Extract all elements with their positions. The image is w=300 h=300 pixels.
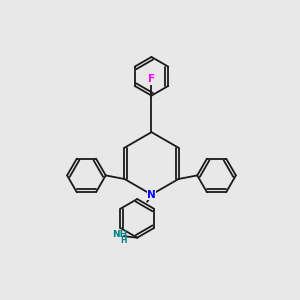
Text: H: H (120, 236, 127, 244)
Text: N: N (147, 190, 156, 200)
Text: NH: NH (112, 230, 128, 238)
Text: F: F (148, 74, 155, 84)
